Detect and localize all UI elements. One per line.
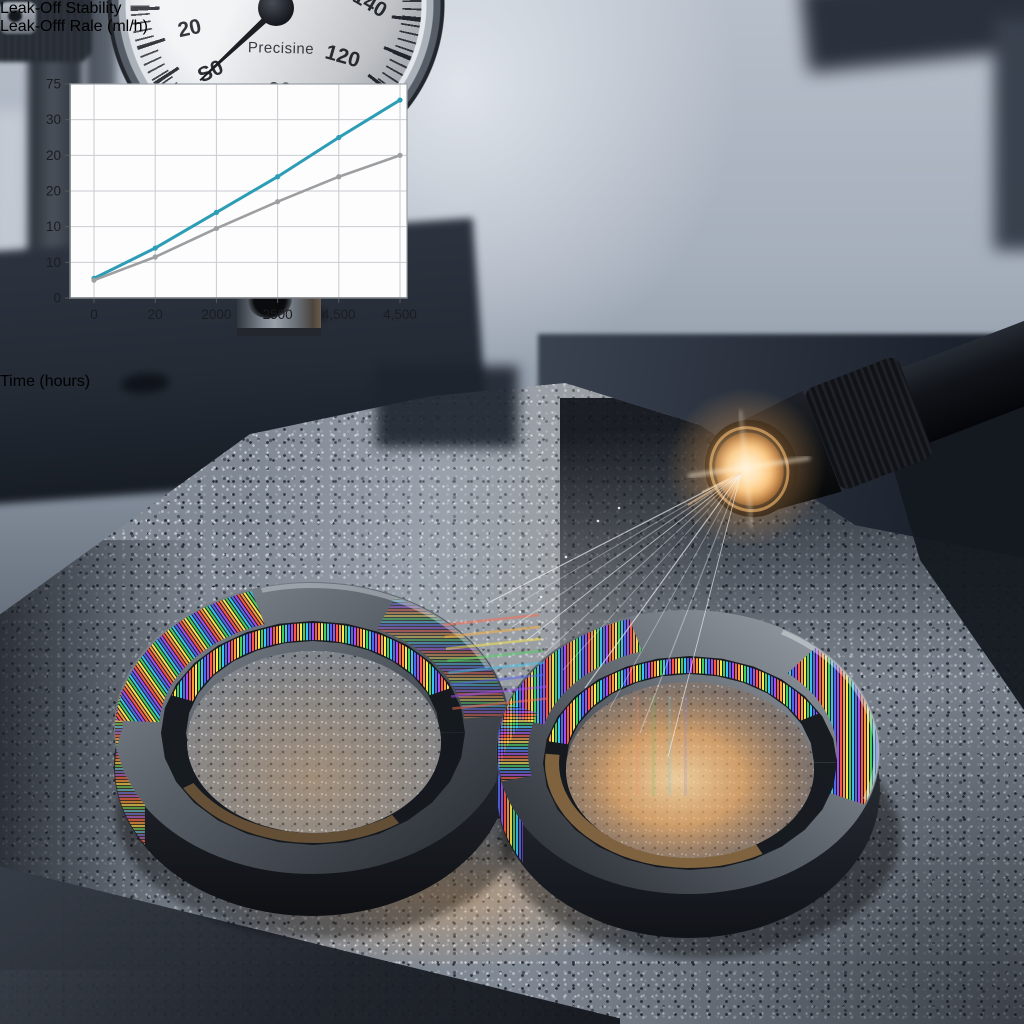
seal-ring-right [496,610,900,958]
clamp-pin-hole [8,10,22,22]
ring-hole-shadow [566,682,814,858]
diffraction-band [376,597,508,719]
x-tick-label: 0 [90,307,98,322]
light-thread-warm [687,472,742,506]
y-tick-label: 20 [46,184,61,199]
projected-spectrum [443,613,548,710]
projected-spectrum-stripe [450,685,547,698]
chart-plot-area: 75 30 20 20 10 10 0 0 20 2000 2500 4,500 4,500 [46,77,417,323]
rising-gray-line [92,154,402,282]
bronze-reflection [183,783,399,843]
light-sparkle [596,519,600,523]
light-thread [609,472,742,709]
seal-ring-left [114,582,528,938]
x-tick-label: 2500 [263,307,293,322]
projected-spectrum-stripe [444,625,541,639]
rising-gray-line-marker [397,152,403,158]
clamp-pin [0,2,36,34]
y-tick-label: 0 [53,291,61,306]
y-tick-label: 10 [46,255,61,270]
projected-spectrum-stripe [445,637,542,651]
chart-inset: Leak-Off Stability Leak-Offf Rale (ml/h)… [0,0,427,391]
gauge-stem-groove [237,328,321,336]
rising-gray-line-marker [336,174,342,180]
y-tick-label: 20 [46,148,61,163]
chart-y-axis-label: Leak-Offf Rale (ml/h) [0,18,148,35]
rising-teal-line-marker [213,209,219,215]
projected-spectrum-stripe [452,697,548,710]
blurred-object-on-plate [376,366,518,448]
light-thread [511,472,742,628]
light-thread [562,472,742,671]
light-thread [526,472,742,641]
rising-gray-line-marker [213,225,219,232]
x-tick-label: 4,500 [322,307,356,322]
light-sparkle [564,555,568,559]
flashlight-knurl-texture [805,357,932,489]
projected-spectrum-stripe [449,673,546,686]
rising-teal-line-marker [397,97,403,103]
chart-x-axis-label: Time (hours) [0,373,91,390]
background-instrument-silhouette [994,18,1024,250]
projected-spectrum-stripe [443,613,540,627]
rising-teal-line-marker [152,245,158,251]
projected-spectrum-stripe [447,649,543,663]
rising-teal-line-marker [275,174,281,180]
light-thread [485,472,742,605]
x-tick-label: 4,500 [383,307,417,322]
y-tick-label: 30 [46,112,61,127]
chart-title: Leak-Off Stability [0,0,122,17]
rising-gray-line-marker [152,254,158,260]
rising-gray-line-marker [91,277,97,283]
x-tick-label: 2000 [201,307,231,322]
diffraction-band [498,704,538,782]
bronze-tint [115,688,145,845]
diffraction-band [787,648,878,805]
diffraction-band [115,688,145,845]
ring-hole-shadow [187,651,441,833]
flashlight-mount-arm [885,390,1024,710]
x-tick-label: 20 [148,307,163,322]
flashlight [666,284,1024,710]
rising-teal-line [92,98,402,280]
light-sparkle [539,595,543,599]
y-tick-label: 10 [46,219,61,234]
light-thread-warm [701,472,742,493]
rising-gray-line-marker [275,199,281,205]
light-sparkle [518,610,522,614]
diffraction-band [116,591,265,723]
y-tick-label: 75 [46,77,61,92]
light-thread [639,472,742,734]
light-sparkle [617,506,621,510]
light-thread [584,472,742,689]
flashlight-beam [485,472,742,758]
bronze-reflection [545,753,763,868]
projected-spectrum-stripe [448,661,545,675]
rising-teal-line-marker [336,134,342,141]
rim-highlight [781,629,879,801]
diffraction-band [548,658,818,745]
lens-flare [739,409,753,529]
lens-flare [687,456,811,478]
light-thread [543,472,742,655]
diffraction-band [172,623,450,702]
light-thread [667,472,742,758]
